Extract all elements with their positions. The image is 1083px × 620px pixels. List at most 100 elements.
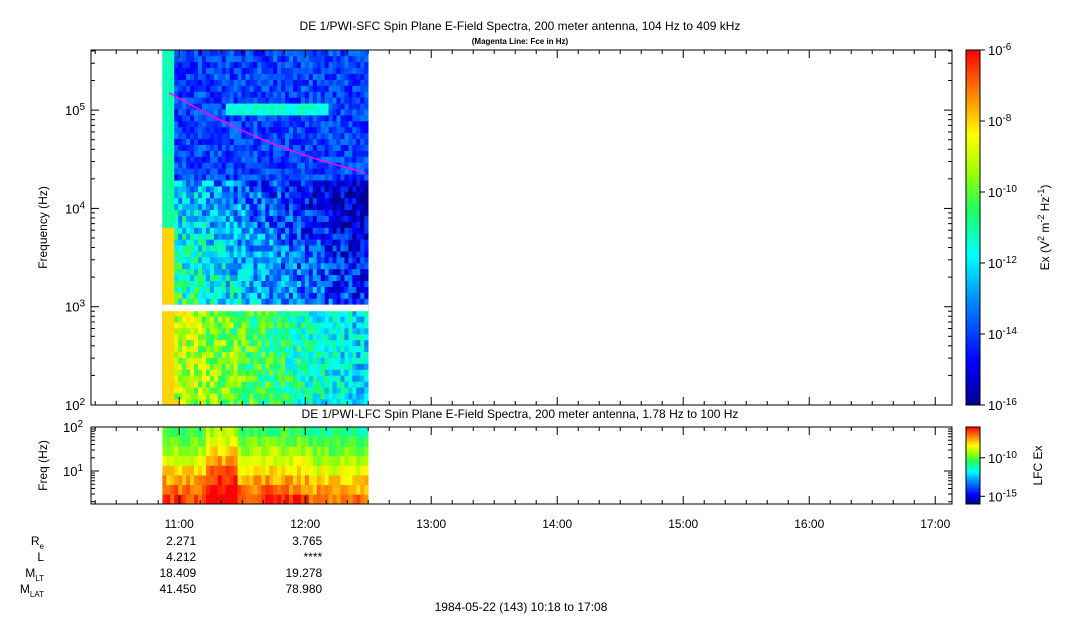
sfc-cell — [348, 203, 353, 211]
sfc-cell — [241, 192, 246, 199]
sfc-cell — [281, 298, 286, 305]
sfc-cell — [221, 233, 227, 240]
sfc-cell — [162, 357, 167, 364]
sfc-cell — [205, 393, 211, 400]
sfc-cell — [304, 138, 310, 145]
sfc-cell — [241, 399, 246, 406]
sfc-cell — [289, 174, 294, 181]
sfc-cell — [285, 257, 290, 264]
sfc-cell — [352, 144, 357, 151]
sfc-cell — [356, 50, 361, 57]
sfc-cell — [340, 369, 345, 376]
sfc-cell — [364, 50, 369, 57]
sfc-cell — [253, 399, 258, 406]
sfc-cell — [348, 97, 353, 104]
sfc-cell — [186, 375, 191, 382]
sfc-cell — [285, 316, 290, 323]
sfc-cell — [186, 381, 191, 388]
sfc-cell — [308, 203, 314, 211]
sfc-cell — [300, 103, 306, 110]
lfc-y-tick-label: 102 — [63, 419, 83, 435]
sfc-cell — [296, 197, 302, 205]
sfc-cell — [205, 239, 211, 246]
lfc-cell — [233, 436, 238, 447]
sfc-cell — [316, 203, 322, 211]
sfc-cell — [261, 197, 266, 205]
sfc-colorbar-tick-label: 10-8 — [988, 113, 1012, 129]
sfc-cell — [348, 399, 353, 406]
lfc-cell — [261, 436, 266, 447]
sfc-cell — [273, 203, 278, 211]
sfc-cell — [265, 310, 270, 317]
sfc-cell — [190, 174, 195, 181]
sfc-cell — [245, 369, 250, 376]
sfc-cell — [289, 375, 294, 382]
sfc-cell — [178, 245, 183, 252]
sfc-cell — [344, 115, 349, 122]
sfc-cell — [316, 209, 322, 216]
sfc-cell — [190, 197, 195, 205]
lfc-cell — [344, 494, 349, 505]
sfc-cell — [162, 292, 167, 299]
sfc-cell — [277, 103, 282, 110]
sfc-cell — [296, 328, 302, 335]
lfc-cell — [170, 475, 175, 486]
sfc-cell — [186, 334, 191, 341]
sfc-cell — [233, 328, 238, 335]
sfc-cell — [205, 310, 211, 317]
sfc-cell — [293, 221, 298, 228]
sfc-cell — [281, 334, 286, 341]
sfc-cell — [356, 387, 361, 394]
sfc-cell — [300, 168, 306, 175]
sfc-cell — [293, 126, 298, 134]
sfc-cell — [233, 209, 238, 216]
sfc-cell — [269, 162, 274, 169]
sfc-cell — [356, 239, 361, 246]
sfc-cell — [178, 387, 183, 394]
sfc-cell — [245, 67, 250, 74]
sfc-cell — [352, 239, 357, 246]
sfc-cell — [261, 115, 266, 122]
lfc-cell — [233, 427, 238, 437]
sfc-cell — [328, 144, 333, 151]
sfc-cell — [233, 387, 238, 394]
sfc-cell — [293, 316, 298, 323]
sfc-cell — [198, 55, 203, 63]
sfc-cell — [340, 286, 345, 293]
sfc-cell — [174, 274, 179, 282]
sfc-cell — [253, 50, 258, 57]
sfc-cell — [233, 203, 238, 211]
sfc-cell — [261, 245, 266, 252]
sfc-cell — [237, 174, 242, 181]
sfc-cell — [241, 298, 246, 305]
sfc-cell — [340, 132, 345, 140]
sfc-cell — [324, 334, 329, 341]
sfc-cell — [198, 73, 203, 80]
sfc-cell — [201, 268, 207, 276]
lfc-cell — [304, 446, 310, 457]
sfc-cell — [261, 375, 266, 382]
sfc-cell — [170, 109, 175, 116]
sfc-cell — [213, 263, 219, 270]
sfc-cell — [201, 357, 207, 364]
sfc-cell — [261, 215, 266, 222]
sfc-cell — [217, 369, 223, 376]
sfc-cell — [178, 162, 183, 169]
sfc-cell — [205, 274, 211, 282]
lfc-cell — [198, 455, 203, 466]
sfc-cell — [229, 67, 234, 74]
sfc-cell — [289, 245, 294, 252]
sfc-cell — [253, 274, 258, 282]
sfc-cell — [312, 132, 318, 140]
sfc-cell — [265, 292, 270, 299]
sfc-cell — [209, 268, 215, 276]
sfc-cell — [348, 209, 353, 216]
sfc-cell — [241, 180, 246, 187]
sfc-cell — [277, 263, 282, 270]
sfc-cell — [190, 245, 195, 252]
sfc-cell — [300, 274, 306, 282]
sfc-cell — [209, 393, 215, 400]
lfc-cell — [324, 475, 329, 486]
sfc-cell — [340, 186, 345, 193]
sfc-cell — [233, 221, 238, 228]
